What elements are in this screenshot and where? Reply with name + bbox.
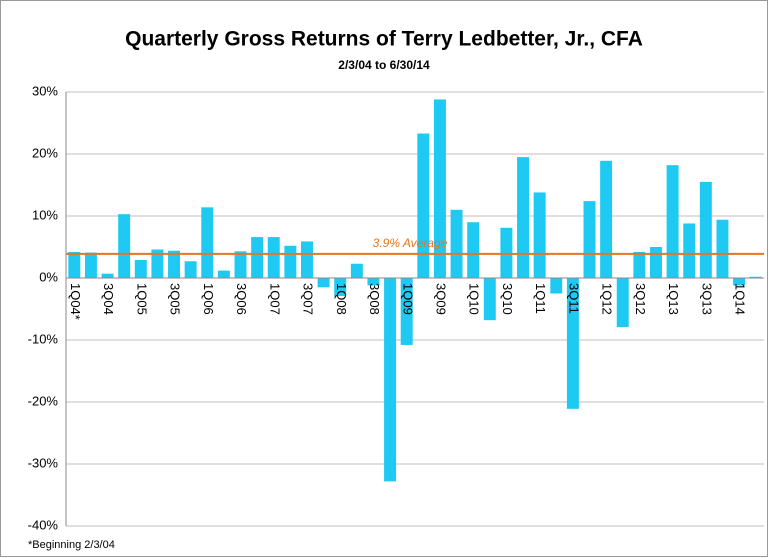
bar: [134, 260, 147, 278]
bar: [367, 278, 380, 286]
y-tick-label: 20%: [32, 145, 58, 160]
bar: [417, 133, 430, 278]
bar: [666, 165, 679, 278]
bar: [201, 207, 214, 278]
bar: [334, 278, 347, 296]
x-tick-label: 3Q09: [433, 283, 448, 315]
bar: [168, 250, 181, 278]
x-tick-label: 1Q08: [334, 283, 349, 315]
bar: [616, 278, 629, 327]
bar: [300, 241, 313, 278]
x-tick-label: 3Q04: [101, 283, 116, 315]
bar: [633, 251, 646, 278]
y-tick-label: 0%: [39, 269, 58, 284]
x-tick-label: 3Q05: [168, 283, 183, 315]
bar: [716, 219, 729, 278]
bar: [583, 201, 596, 278]
bar: [533, 192, 546, 278]
bar: [566, 278, 579, 409]
x-tick-label: 3Q13: [699, 283, 714, 315]
y-tick-label: 30%: [32, 83, 58, 98]
bar: [350, 263, 363, 278]
bar: [217, 270, 230, 278]
x-tick-label: 1Q11: [533, 283, 548, 314]
x-tick-label: 3Q10: [500, 283, 515, 315]
bar: [749, 276, 762, 278]
bar: [450, 209, 463, 278]
y-tick-label: -10%: [28, 331, 59, 346]
y-tick-label: -30%: [28, 455, 59, 470]
x-tick-label: 1Q12: [600, 283, 615, 315]
bar: [600, 160, 613, 278]
bar: [68, 251, 81, 278]
bar: [550, 278, 563, 294]
x-tick-label: 3Q08: [367, 283, 382, 315]
y-tick-label: -40%: [28, 517, 59, 532]
bar: [649, 247, 662, 278]
bar: [517, 157, 530, 278]
bar: [467, 222, 480, 278]
x-tick-label: 3Q11: [566, 283, 581, 314]
x-tick-label: 1Q04*: [68, 283, 83, 320]
bar: [101, 273, 114, 278]
x-tick-label: 1Q05: [134, 283, 149, 315]
bar: [400, 278, 413, 345]
x-tick-label: 1Q10: [467, 283, 482, 315]
bar: [267, 237, 280, 278]
bar: [699, 181, 712, 278]
y-tick-label: -20%: [28, 393, 59, 408]
bar: [733, 278, 746, 286]
x-tick-label: 1Q13: [666, 283, 681, 315]
x-tick-label: 1Q14: [733, 283, 748, 315]
average-label: 3.9% Average: [373, 236, 448, 250]
y-tick-label: 10%: [32, 207, 58, 222]
bar: [84, 252, 97, 278]
bar: [317, 278, 330, 288]
footnote: *Beginning 2/3/04: [28, 539, 115, 551]
bar: [683, 223, 696, 278]
bar: [234, 251, 247, 278]
bar: [483, 278, 496, 321]
bar: [433, 99, 446, 278]
x-tick-label: 3Q07: [301, 283, 316, 315]
bar: [251, 237, 264, 278]
bar: [184, 261, 197, 278]
x-tick-label: 1Q09: [400, 283, 415, 315]
x-tick-label: 3Q12: [633, 283, 648, 315]
bar: [118, 214, 131, 278]
chart-title: Quarterly Gross Returns of Terry Ledbett…: [125, 28, 643, 51]
x-tick-label: 3Q06: [234, 283, 249, 315]
bar: [384, 278, 397, 482]
x-tick-label: 1Q07: [267, 283, 282, 315]
x-tick-label: 1Q06: [201, 283, 216, 315]
bar: [151, 249, 164, 278]
chart-subtitle: 2/3/04 to 6/30/14: [338, 58, 430, 72]
bar: [284, 245, 297, 278]
